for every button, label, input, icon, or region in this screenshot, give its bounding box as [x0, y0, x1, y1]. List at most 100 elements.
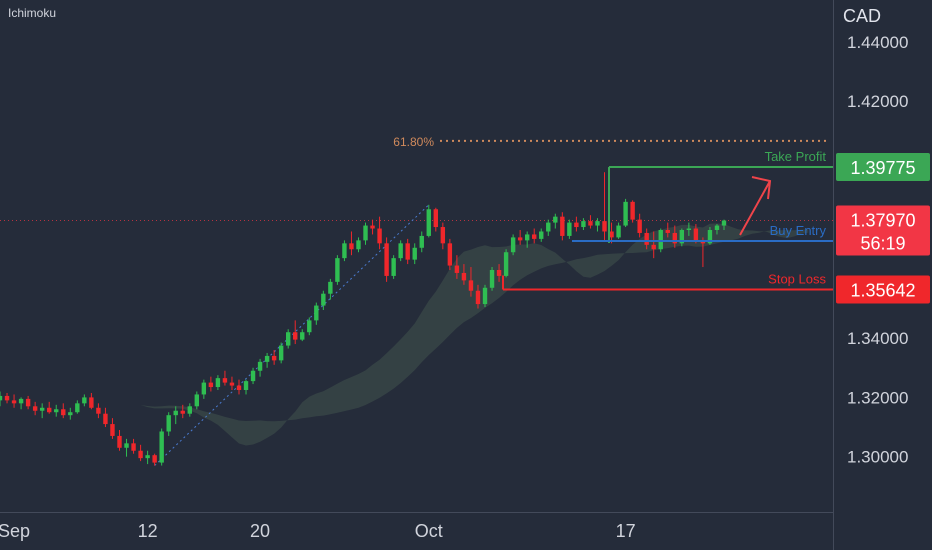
candle-body: [581, 221, 586, 228]
candle: [412, 243, 417, 265]
candle: [377, 216, 382, 250]
candle: [89, 392, 94, 410]
candle-body: [61, 409, 66, 416]
candle-body: [18, 398, 24, 404]
candle: [159, 428, 164, 466]
time-axis[interactable]: Sep 12 20 Oct 17: [0, 521, 636, 541]
candle: [391, 255, 396, 279]
candle: [616, 222, 621, 239]
candle-body: [166, 415, 171, 432]
current-price-text: 1.37970: [850, 211, 915, 231]
candle-body: [0, 395, 3, 401]
candle-body: [398, 243, 403, 259]
candle-body: [588, 221, 593, 226]
candle: [11, 394, 17, 408]
candle: [581, 218, 586, 230]
candle: [335, 255, 340, 285]
candle-body: [215, 378, 221, 388]
candle-body: [693, 228, 699, 241]
candle-body: [524, 234, 530, 241]
candle: [110, 418, 115, 439]
candle: [567, 219, 572, 239]
candle: [152, 453, 157, 466]
candle: [342, 240, 347, 262]
candle-body: [651, 244, 656, 250]
take-profit-price-tag-bg: [836, 153, 930, 182]
candle-body: [714, 225, 720, 230]
candle: [672, 225, 677, 248]
candle-body: [391, 258, 396, 276]
candle: [468, 267, 474, 297]
candle-body: [433, 209, 439, 228]
candle-body: [342, 243, 347, 259]
candle: [630, 200, 635, 223]
candle: [75, 400, 80, 414]
candle: [0, 391, 3, 407]
take-profit-label: Take Profit: [765, 149, 827, 164]
candle-body: [679, 230, 685, 244]
candle-body: [560, 216, 565, 236]
candle-body: [75, 403, 80, 413]
candle-body: [377, 228, 382, 244]
candle: [117, 430, 122, 451]
candle: [447, 238, 453, 270]
candle: [328, 278, 333, 300]
candle: [257, 358, 263, 377]
candle-body: [637, 219, 642, 233]
candle: [637, 213, 642, 238]
candle: [686, 222, 692, 236]
candle: [321, 290, 326, 310]
candle: [222, 370, 228, 386]
candle-body: [243, 381, 249, 390]
candle-body: [89, 397, 94, 408]
candle: [229, 376, 235, 390]
time-axis-tick: 12: [138, 521, 158, 541]
candle-body: [328, 281, 333, 294]
candle: [356, 237, 361, 253]
candle-body: [300, 332, 305, 340]
candle: [679, 228, 685, 247]
candle-body: [532, 234, 537, 239]
candle: [4, 392, 10, 404]
plot-area[interactable]: 61.80% Take Profit Buy Entry Stop Loss: [0, 135, 833, 466]
candle-body: [110, 424, 115, 436]
price-axis[interactable]: 1.44000 1.42000 1.34000 1.32000 1.30000: [847, 33, 908, 467]
candle-body: [553, 216, 558, 223]
candle: [47, 401, 52, 414]
candle-body: [721, 220, 727, 226]
candle-body: [194, 394, 200, 407]
current-price-tag: 1.37970 56:19: [836, 205, 930, 256]
candle: [131, 438, 136, 454]
candle-body: [271, 355, 277, 361]
candle-body: [658, 230, 663, 250]
fib-level-label: 61.80%: [393, 135, 434, 149]
candle-body: [349, 243, 354, 250]
candle: [475, 284, 481, 309]
candle-body: [539, 231, 544, 239]
candle: [173, 406, 178, 425]
candle-body: [307, 320, 312, 333]
candle-body: [616, 225, 621, 238]
candle-body: [370, 225, 375, 229]
candle: [384, 237, 389, 282]
candle: [293, 320, 298, 345]
candle-body: [39, 407, 45, 411]
candle: [644, 228, 649, 250]
candle: [264, 352, 270, 368]
candle-body: [131, 443, 136, 451]
candle: [18, 397, 24, 410]
fib-trend-line: [154, 204, 430, 466]
candle-body: [384, 243, 389, 276]
candle: [574, 216, 579, 232]
candle-body: [644, 232, 649, 245]
candle-body: [707, 230, 713, 244]
candle-body: [405, 243, 410, 260]
candle-body: [609, 231, 614, 238]
take-profit-price-text: 1.39775: [850, 158, 915, 178]
candle: [602, 172, 607, 241]
candle-body: [510, 237, 516, 253]
candle-body: [278, 345, 284, 361]
stop-loss-price-tag: 1.35642: [836, 275, 930, 304]
candle: [314, 302, 319, 325]
